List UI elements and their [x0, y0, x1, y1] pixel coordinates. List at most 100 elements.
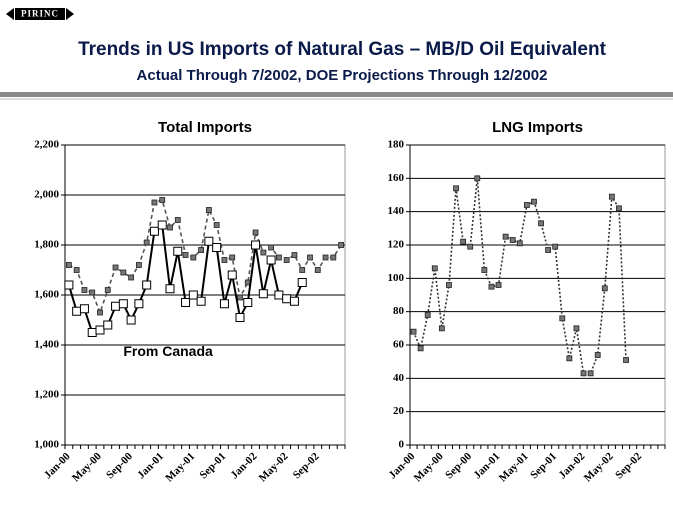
data-point — [95, 325, 105, 335]
data-point — [181, 298, 191, 307]
data-point — [283, 257, 290, 263]
chart-title: LNG Imports — [492, 119, 583, 136]
y-tick-label: 1,200 — [34, 389, 59, 401]
data-point — [190, 254, 197, 261]
data-point — [322, 254, 329, 261]
data-point — [165, 284, 175, 294]
data-point — [330, 254, 337, 261]
data-point — [559, 315, 566, 322]
data-point — [424, 312, 431, 318]
data-point — [460, 238, 467, 245]
data-point — [196, 296, 206, 306]
data-point — [410, 328, 417, 335]
data-point — [509, 237, 516, 243]
data-point — [126, 315, 136, 325]
data-point — [81, 287, 88, 293]
data-point — [135, 262, 142, 268]
y-tick-label: 40 — [393, 372, 405, 384]
subtitle: Actual Through 7/2002, DOE Projections T… — [137, 67, 548, 84]
y-tick-label: 160 — [388, 172, 405, 184]
data-point — [502, 233, 509, 240]
data-point — [266, 255, 276, 265]
data-point — [73, 267, 80, 273]
data-point — [545, 247, 552, 253]
title: Trends in US Imports of Natural Gas – MB… — [78, 39, 607, 60]
divider — [0, 92, 673, 97]
data-point — [260, 249, 267, 256]
data-point — [167, 224, 173, 231]
y-tick-label: 1,800 — [34, 239, 59, 251]
data-point — [516, 240, 523, 247]
data-point — [538, 220, 544, 227]
y-tick-label: 1,400 — [34, 339, 59, 351]
data-point — [229, 254, 236, 261]
y-tick-label: 2,200 — [34, 139, 59, 151]
data-point — [531, 198, 537, 205]
logo-arrow-left — [6, 8, 14, 20]
data-point — [291, 252, 298, 258]
data-point — [566, 355, 573, 362]
data-point — [120, 269, 127, 276]
data-point — [103, 320, 113, 330]
data-point — [205, 207, 212, 213]
data-point — [112, 264, 119, 271]
data-point — [235, 313, 245, 322]
data-point — [552, 243, 559, 250]
data-point — [495, 282, 502, 288]
data-point — [64, 280, 74, 290]
data-point — [474, 175, 481, 182]
y-tick-label: 1,600 — [34, 289, 59, 301]
data-point — [252, 229, 259, 236]
data-point — [467, 243, 474, 250]
data-point — [212, 243, 222, 252]
data-point — [159, 197, 166, 203]
data-point — [573, 325, 580, 332]
data-point — [128, 274, 135, 281]
data-point — [282, 294, 292, 304]
data-point — [227, 270, 237, 280]
data-point — [601, 285, 608, 292]
y-tick-label: 140 — [388, 205, 405, 217]
data-point — [72, 306, 82, 316]
data-point — [142, 280, 152, 290]
data-point — [268, 244, 275, 251]
data-point — [453, 185, 459, 192]
data-point — [213, 222, 220, 228]
data-point — [104, 287, 111, 293]
data-point — [221, 257, 228, 263]
y-tick-label: 1,000 — [34, 439, 59, 451]
logo: PIRINC — [21, 9, 59, 19]
data-point — [111, 301, 121, 311]
data-point — [307, 254, 313, 261]
data-point — [608, 193, 615, 200]
chart-title: Total Imports — [158, 119, 252, 136]
y-tick-label: 20 — [393, 405, 405, 417]
data-point — [79, 304, 89, 314]
y-tick-label: 100 — [388, 272, 405, 284]
data-point — [274, 290, 284, 300]
y-tick-label: 2,000 — [34, 189, 59, 201]
logo-box — [15, 8, 65, 20]
data-point — [118, 299, 128, 309]
y-tick-label: 0 — [399, 439, 405, 451]
data-point — [65, 262, 72, 268]
data-point — [89, 289, 96, 296]
y-tick-label: 60 — [393, 339, 405, 351]
data-point — [173, 246, 183, 256]
data-point — [134, 299, 144, 309]
data-point — [237, 294, 243, 301]
data-point — [188, 290, 198, 300]
data-point — [258, 289, 268, 299]
data-point — [204, 236, 214, 246]
data-point — [219, 299, 229, 309]
data-point — [523, 202, 530, 208]
data-point — [616, 205, 622, 212]
data-point — [251, 240, 261, 250]
data-point — [431, 265, 438, 272]
y-tick-label: 180 — [388, 139, 405, 151]
data-point — [481, 267, 488, 273]
data-point — [297, 278, 307, 287]
y-tick-label: 120 — [388, 239, 405, 251]
